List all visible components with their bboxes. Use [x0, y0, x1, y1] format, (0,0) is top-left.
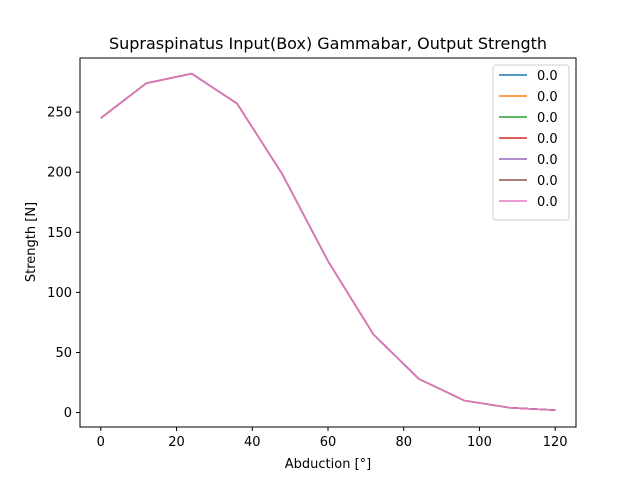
chart-title: Supraspinatus Input(Box) Gammabar, Outpu… — [109, 34, 547, 53]
x-tick-label: 80 — [395, 435, 412, 450]
legend-label: 0.0 — [537, 195, 558, 210]
x-tick-label: 0 — [97, 435, 105, 450]
y-tick-label: 250 — [47, 106, 72, 121]
series-line-7 — [100, 72, 556, 411]
legend-label: 0.0 — [537, 153, 558, 168]
legend: 0.0 0.0 0.0 0.0 0.0 0.0 0.0 — [492, 64, 570, 221]
y-tick-label: 200 — [47, 166, 72, 181]
x-tick-label: 120 — [543, 435, 568, 450]
y-tick-label: 100 — [47, 286, 72, 301]
x-tick-label: 60 — [320, 435, 337, 450]
x-axis-ticks: 0 20 40 60 80 100 120 — [97, 427, 568, 450]
legend-box — [492, 64, 570, 221]
legend-label: 0.0 — [537, 69, 558, 84]
y-tick-label: 150 — [47, 226, 72, 241]
x-tick-label: 40 — [244, 435, 261, 450]
legend-label: 0.0 — [537, 111, 558, 126]
legend-label: 0.0 — [537, 132, 558, 147]
legend-label: 0.0 — [537, 174, 558, 189]
y-tick-label: 0 — [64, 406, 72, 421]
y-tick-label: 50 — [55, 346, 72, 361]
x-axis-label: Abduction [°] — [285, 457, 371, 472]
legend-label: 0.0 — [537, 90, 558, 105]
x-tick-label: 20 — [168, 435, 185, 450]
y-axis-label: Strength [N] — [24, 202, 39, 282]
y-axis-ticks: 0 50 100 150 200 250 — [47, 106, 80, 421]
x-tick-label: 100 — [467, 435, 492, 450]
